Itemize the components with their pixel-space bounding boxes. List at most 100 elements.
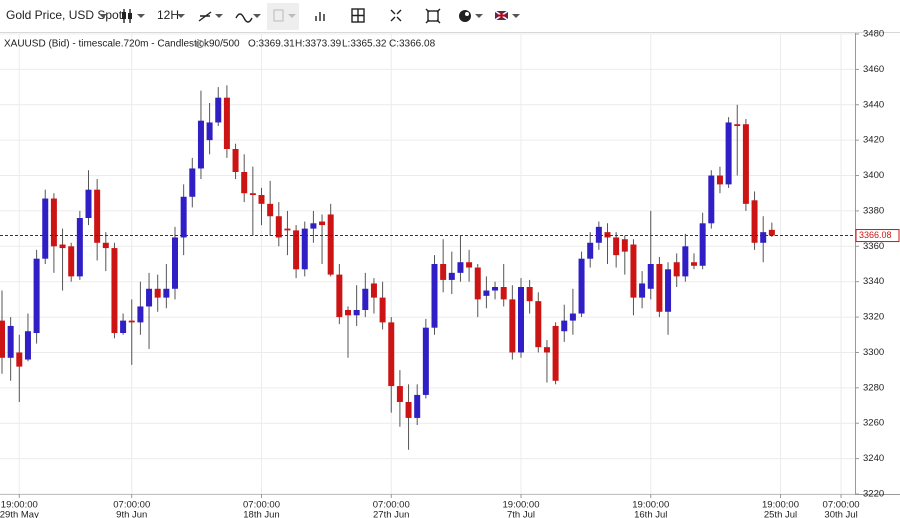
candle-body — [535, 301, 542, 348]
candle-body — [414, 394, 421, 418]
candle-body — [379, 297, 386, 323]
candle-body — [215, 97, 222, 123]
y-tick-label: 3220 — [863, 489, 884, 500]
candle-body — [197, 120, 204, 169]
candle-body — [258, 195, 265, 204]
y-tick-label: 3360 — [863, 241, 884, 252]
y-tick-label: 3300 — [863, 347, 884, 358]
candle-body — [76, 218, 83, 277]
candle-body — [552, 325, 559, 381]
candle-body — [388, 322, 395, 387]
candle-body — [42, 198, 49, 259]
x-tick-date: 18th Jun — [243, 510, 279, 518]
y-tick-label: 3480 — [863, 29, 884, 40]
candle-body — [59, 244, 66, 249]
interval-select[interactable]: 12H — [157, 8, 179, 22]
candle-body — [483, 290, 490, 296]
candle-body — [725, 122, 732, 185]
y-tick-label: 3460 — [863, 64, 884, 75]
candle-body — [682, 246, 689, 277]
volume-button[interactable] — [315, 12, 325, 21]
x-tick-date: 7th Jul — [507, 510, 535, 518]
visibility-icon[interactable] — [196, 40, 204, 48]
candle-body — [345, 310, 351, 316]
candle-body — [327, 214, 334, 275]
candle-body — [353, 310, 360, 316]
draw-line-button[interactable] — [198, 11, 223, 22]
candle-body — [708, 175, 715, 224]
candle-body — [587, 242, 594, 259]
low-label: L:3365.32 — [342, 39, 387, 50]
candle-body — [120, 320, 127, 333]
candle-body — [68, 246, 75, 277]
dropdown-arrow — [177, 14, 185, 18]
candle-body — [370, 283, 377, 298]
candle-body — [319, 221, 326, 226]
candle-body — [275, 216, 282, 238]
candle-body — [301, 228, 308, 270]
language-button[interactable] — [494, 10, 520, 21]
x-tick-time: 07:00:00 — [113, 500, 150, 511]
candle-body — [24, 331, 31, 360]
x-tick-time: 19:00:00 — [632, 500, 669, 511]
candle-body — [189, 168, 196, 197]
x-tick-date: 27th Jun — [373, 510, 409, 518]
candle-body — [284, 228, 291, 231]
candle-body — [751, 200, 758, 243]
candle-body — [16, 352, 23, 367]
y-tick-label: 3440 — [863, 99, 884, 110]
x-tick-date: 30th Jul — [824, 510, 857, 518]
candle-body — [293, 230, 300, 270]
candle-body — [206, 122, 213, 141]
chart-type-button[interactable] — [122, 9, 145, 23]
candle-body — [474, 267, 481, 300]
candle-body — [734, 124, 741, 126]
last-price-tag — [855, 229, 900, 243]
candle-body — [518, 287, 524, 353]
candle-body — [102, 242, 109, 249]
candle-body — [466, 262, 473, 268]
candle-body — [760, 232, 767, 243]
candle-body — [492, 287, 499, 291]
candle-body — [146, 288, 153, 307]
candle-body — [431, 264, 438, 328]
candle-body — [396, 386, 403, 402]
x-tick-date: 9th Jun — [116, 510, 147, 518]
candle-body — [639, 283, 646, 298]
candle-body — [180, 196, 187, 238]
candle-count: 90/500 — [209, 39, 240, 50]
candle-body — [7, 325, 14, 358]
x-tick-time: 19:00:00 — [1, 500, 38, 511]
x-tick-date: 29th May — [0, 510, 39, 518]
zoom-button[interactable] — [425, 8, 441, 24]
fullscreen-button[interactable] — [390, 9, 402, 22]
y-tick-label: 3340 — [863, 276, 884, 287]
y-tick-label: 3240 — [863, 453, 884, 464]
y-tick-label: 3380 — [863, 205, 884, 216]
candle-body — [613, 237, 620, 256]
symbol-label: XAUUSD (Bid) - timescale.720m - Candlest… — [4, 39, 210, 50]
candle-body — [647, 264, 654, 289]
candle-body — [742, 124, 749, 204]
candle-body — [33, 258, 40, 333]
y-tick-label: 3260 — [863, 418, 884, 429]
crosshair-button[interactable] — [351, 8, 365, 23]
indicator-button[interactable] — [235, 13, 261, 23]
candle-body — [405, 402, 412, 418]
chart-header: XAUUSD (Bid) - timescale.720m - Candlest… — [4, 39, 436, 50]
x-tick-time: 07:00:00 — [373, 500, 410, 511]
candle-body — [595, 226, 602, 243]
last-price-label: 3366.08 — [859, 230, 892, 240]
candle-body — [526, 287, 533, 302]
x-tick-time: 07:00:00 — [243, 500, 280, 511]
candle-body — [232, 149, 239, 172]
candle-body — [630, 244, 637, 298]
candle-body — [310, 223, 317, 229]
y-tick-label: 3320 — [863, 312, 884, 323]
disabled-button — [267, 3, 299, 30]
theme-button[interactable] — [459, 10, 483, 22]
instrument-select[interactable]: Gold Price, USD Spot — [6, 8, 123, 22]
candle-body — [362, 288, 369, 310]
